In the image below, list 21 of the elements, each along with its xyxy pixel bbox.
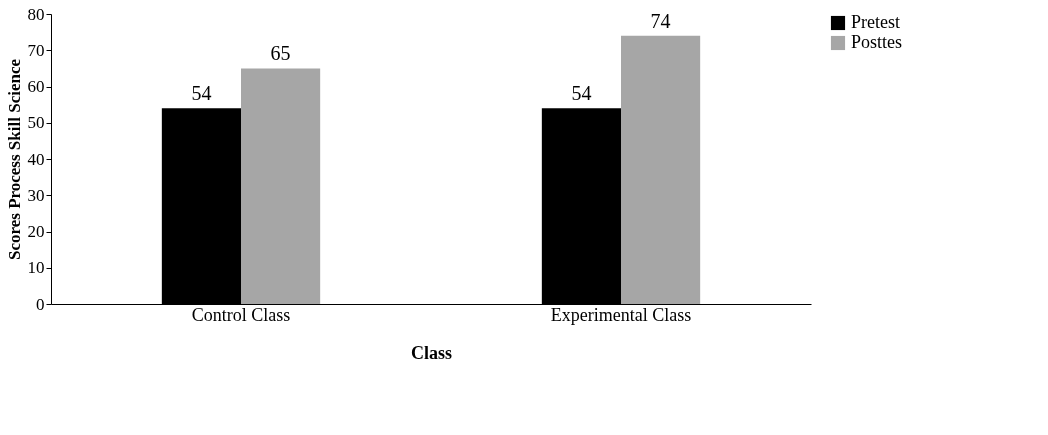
- y-tick-label: 10: [27, 258, 45, 278]
- legend-label: Pretest: [851, 12, 900, 32]
- bar: [241, 68, 321, 304]
- x-tick-label: Experimental Class: [550, 304, 692, 325]
- legend-label: Posttes: [851, 32, 903, 52]
- bar: [621, 35, 701, 304]
- y-tick-label: 50: [27, 113, 45, 133]
- y-tick-label: 0: [36, 294, 45, 314]
- y-tick-label: 70: [27, 40, 45, 60]
- y-tick-label: 30: [27, 185, 45, 205]
- data-label: 54: [571, 82, 592, 105]
- data-label: 74: [650, 9, 671, 32]
- y-tick-label: 60: [27, 77, 45, 96]
- y-tick-label: 20: [27, 222, 45, 241]
- data-label: 54: [191, 82, 212, 105]
- y-tick-label: 40: [27, 149, 45, 169]
- y-tick-label: 80: [27, 4, 45, 24]
- y-axis-title: Scores Process Skill Science: [4, 58, 24, 260]
- x-tick-label: Control Class: [191, 304, 291, 325]
- x-axis-title: Class: [410, 342, 453, 363]
- data-label: 65: [270, 42, 291, 65]
